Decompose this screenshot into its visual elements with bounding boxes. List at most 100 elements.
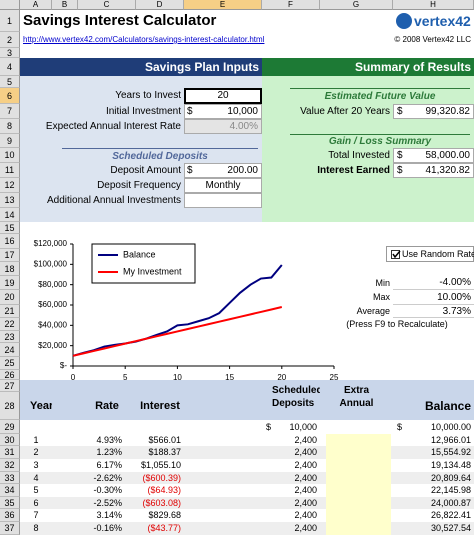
row-header: 13 bbox=[0, 193, 20, 208]
copyright: © 2008 Vertex42 LLC bbox=[394, 35, 471, 44]
deposit: 2,400 bbox=[294, 447, 317, 457]
extra-cell bbox=[326, 472, 391, 484]
column-header: F bbox=[262, 0, 320, 10]
rate-label: Average bbox=[356, 306, 390, 316]
extra-cell bbox=[326, 459, 391, 472]
row-header: 11 bbox=[0, 163, 20, 178]
currency: $ bbox=[187, 165, 193, 176]
column-header: B bbox=[52, 0, 78, 10]
row-header: 10 bbox=[0, 148, 20, 163]
rate: 6.17% bbox=[96, 460, 122, 470]
row-header: 26 bbox=[0, 370, 20, 380]
interest: $188.37 bbox=[148, 447, 181, 457]
row-header: 8 bbox=[0, 119, 20, 134]
row-header: 32 bbox=[0, 459, 20, 472]
column-header: E bbox=[184, 0, 262, 10]
header-band bbox=[262, 58, 474, 76]
result-label: Total Invested bbox=[328, 150, 390, 161]
year: 1 bbox=[33, 435, 39, 445]
field-value: 20 bbox=[217, 90, 229, 101]
field-label: Initial Investment bbox=[105, 106, 181, 117]
deposit: 2,400 bbox=[294, 435, 317, 445]
balance: 24,000.87 bbox=[430, 498, 471, 508]
row-header: 30 bbox=[0, 434, 20, 446]
deposit: 2,400 bbox=[294, 498, 317, 508]
deposit: 2,400 bbox=[294, 460, 317, 470]
rate-value: -4.00% bbox=[393, 276, 474, 290]
row-header: 36 bbox=[0, 509, 20, 522]
year: 3 bbox=[33, 460, 39, 470]
row-header: 20 bbox=[0, 290, 20, 305]
extra-cell bbox=[326, 522, 391, 535]
row-header: 28 bbox=[0, 392, 20, 420]
field-value: 4.00% bbox=[229, 121, 258, 132]
column-header: A bbox=[20, 0, 52, 10]
extra-cell bbox=[326, 484, 391, 497]
field-label: Additional Annual Investments bbox=[47, 195, 181, 206]
section-header: Summary of Results bbox=[354, 60, 471, 74]
row-header: 9 bbox=[0, 134, 20, 148]
row-header: 23 bbox=[0, 331, 20, 343]
result-label: Interest Earned bbox=[317, 165, 390, 176]
rate-value: 3.73% bbox=[393, 305, 474, 318]
rate-value: 10.00% bbox=[393, 290, 474, 305]
table-header: Scheduled Deposits bbox=[272, 385, 320, 409]
result-label: Value After 20 Years bbox=[300, 106, 390, 117]
input-cell[interactable] bbox=[184, 163, 262, 178]
currency: $ bbox=[187, 106, 193, 117]
field-label: Deposit Frequency bbox=[97, 180, 181, 191]
year: 7 bbox=[33, 510, 39, 520]
corner bbox=[0, 0, 20, 10]
field-value: Monthly bbox=[205, 180, 241, 191]
input-cell[interactable] bbox=[184, 178, 262, 193]
year: 4 bbox=[33, 473, 39, 483]
input-cell[interactable] bbox=[184, 119, 262, 134]
row-header: 7 bbox=[0, 104, 20, 119]
interest: ($64.93) bbox=[147, 485, 181, 495]
checkbox[interactable] bbox=[391, 250, 400, 259]
currency: $ bbox=[266, 422, 272, 432]
row-header: 25 bbox=[0, 357, 20, 370]
rate: -2.52% bbox=[93, 498, 122, 508]
link[interactable]: http://www.vertex42.com/Calculators/savi… bbox=[23, 35, 265, 44]
rate-label: Max bbox=[372, 292, 390, 302]
row-header: 18 bbox=[0, 262, 20, 276]
extra-cell bbox=[326, 509, 391, 522]
checkbox-label[interactable]: Use Random Rate bbox=[402, 249, 474, 259]
row-header: 6 bbox=[0, 88, 20, 104]
header-band bbox=[20, 58, 262, 76]
rate: -0.16% bbox=[93, 523, 122, 533]
table-header: Year bbox=[30, 400, 52, 412]
year: 5 bbox=[33, 485, 39, 495]
rate-label: Min bbox=[375, 278, 390, 288]
extra-cell bbox=[326, 497, 391, 509]
balance: 20,809.64 bbox=[430, 473, 471, 483]
deposit: 2,400 bbox=[294, 523, 317, 533]
balance: 15,554.92 bbox=[430, 447, 471, 457]
currency: $ bbox=[397, 422, 403, 432]
row-header: 14 bbox=[0, 208, 20, 222]
result-value: 99,320.82 bbox=[425, 106, 471, 117]
section-header: Savings Plan Inputs bbox=[144, 60, 259, 74]
input-cell[interactable] bbox=[184, 88, 262, 104]
row-header: 29 bbox=[0, 420, 20, 434]
balance: 19,134.48 bbox=[430, 460, 471, 470]
row-header: 27 bbox=[0, 380, 20, 392]
deposit: 2,400 bbox=[294, 473, 317, 483]
logo: vertex42 bbox=[414, 13, 471, 29]
rate: -0.30% bbox=[93, 485, 122, 495]
row-header: 34 bbox=[0, 484, 20, 497]
currency: $ bbox=[397, 106, 403, 117]
subheader: Scheduled Deposits bbox=[62, 148, 258, 163]
field-label: Expected Annual Interest Rate bbox=[45, 121, 181, 132]
balance: 26,822.41 bbox=[430, 510, 471, 520]
input-cell[interactable] bbox=[184, 193, 262, 208]
result-value: 58,000.00 bbox=[425, 150, 471, 161]
row-header: 21 bbox=[0, 305, 20, 318]
row-header: 1 bbox=[0, 10, 20, 32]
balance: 30,527.54 bbox=[430, 523, 471, 533]
input-cell[interactable] bbox=[184, 104, 262, 119]
logo-icon bbox=[396, 13, 412, 29]
table-header: Extra Annual bbox=[339, 385, 374, 409]
interest: $829.68 bbox=[148, 510, 181, 520]
